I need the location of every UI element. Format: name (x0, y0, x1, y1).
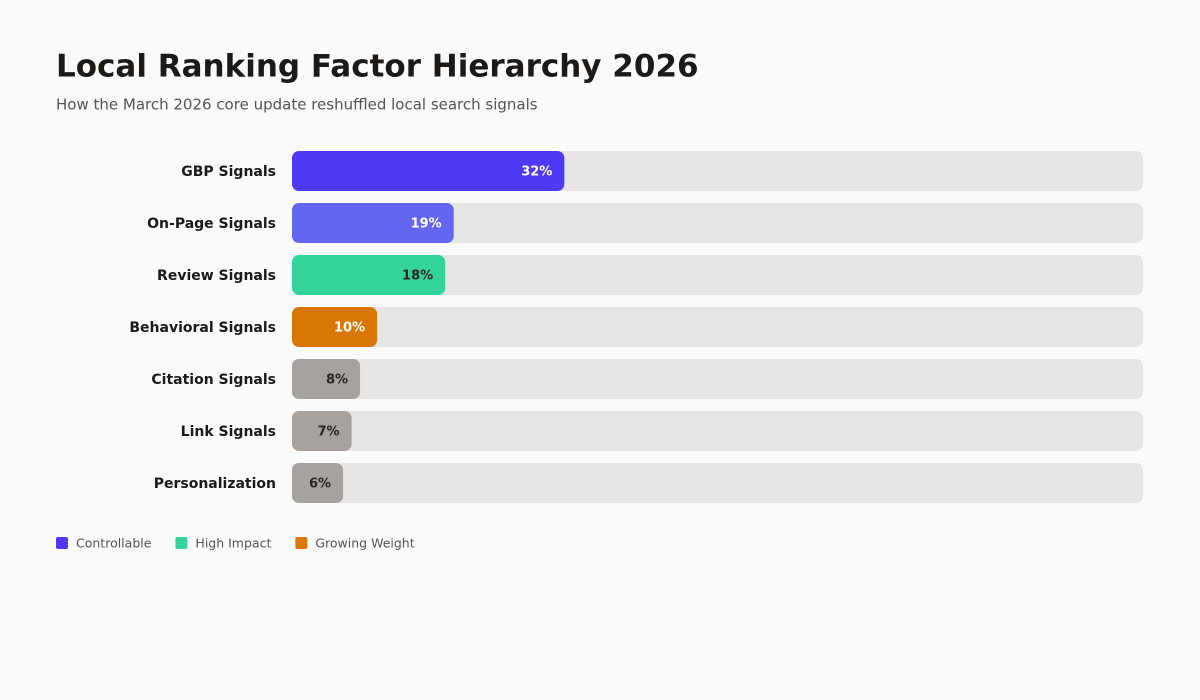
value-label: 6% (309, 477, 331, 492)
category-label: On-Page Signals (147, 216, 276, 232)
category-label: Citation Signals (151, 372, 276, 388)
bar (292, 411, 352, 451)
bar (292, 307, 378, 347)
legend-swatch (56, 537, 68, 549)
value-label: 18% (402, 269, 433, 284)
bar (292, 359, 361, 399)
bar-track (292, 359, 1143, 399)
category-label: Personalization (154, 476, 276, 492)
bar (292, 255, 446, 295)
chart-subtitle: How the March 2026 core update reshuffle… (56, 96, 538, 114)
bar (292, 151, 565, 191)
category-label: Behavioral Signals (129, 320, 276, 336)
category-label: GBP Signals (181, 164, 276, 180)
bar-track (292, 255, 1143, 295)
value-label: 7% (317, 425, 339, 440)
legend-swatch (175, 537, 188, 549)
category-label: Link Signals (181, 424, 276, 440)
bar (292, 463, 344, 503)
legend-label: Growing Weight (315, 536, 414, 551)
legend-swatch (295, 537, 308, 549)
bar-track (292, 307, 1143, 347)
bar (292, 203, 454, 243)
bar-track (292, 203, 1143, 243)
bar-track (292, 411, 1143, 451)
bar-track (292, 463, 1143, 503)
chart-title: Local Ranking Factor Hierarchy 2026 (56, 49, 699, 85)
value-label: 8% (326, 373, 348, 388)
value-label: 19% (411, 217, 442, 232)
category-label: Review Signals (157, 268, 276, 284)
value-label: 32% (521, 165, 552, 180)
legend-label: High Impact (195, 536, 271, 551)
value-label: 10% (334, 321, 365, 336)
legend-label: Controllable (76, 536, 152, 551)
